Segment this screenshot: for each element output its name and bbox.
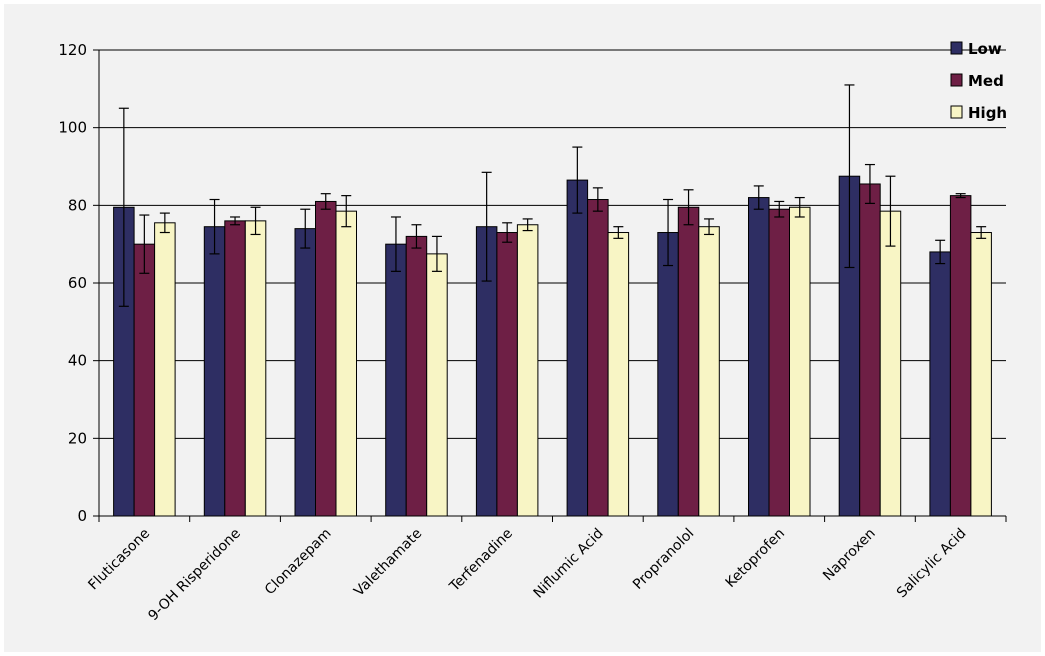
bar-med [315,200,337,517]
bar-med [224,220,246,517]
y-tick-label: 120 [58,41,87,59]
bar-high [698,226,720,517]
y-tick-label: 80 [68,196,87,214]
y-tick-label: 40 [68,352,87,370]
legend-label-high: High [968,104,1007,122]
bar-high [335,210,357,517]
x-category-label: Salicylic Acid [894,526,970,602]
legend-label-low: Low [968,40,1002,58]
x-category-label: Fluticasone [85,526,153,594]
bar-high [154,222,176,517]
bar-high [426,253,448,517]
bar-low [385,243,407,517]
bar-med [949,195,972,517]
bar-med [405,235,428,517]
legend-swatch-med [950,73,963,87]
bar-med [587,199,609,517]
x-category-label: Ketoprofen [723,526,788,591]
legend-swatch-high [950,105,963,119]
bar-high [244,220,267,517]
bar-low [566,179,589,517]
bar-med [677,206,700,517]
bar-med [133,243,156,517]
x-category-label: Terfenadine [446,526,516,596]
x-category-label: 9-OH Risperidone [145,526,244,625]
legend-label-med: Med [968,72,1004,90]
x-category-label: Niflumic Acid [531,526,607,602]
bar-high [516,224,539,517]
x-category-label: Valethamate [351,526,425,600]
y-tick-label: 20 [68,429,87,447]
bar-low [203,226,226,517]
bar-high [879,210,902,517]
bar-high [970,232,992,517]
x-category-label: Clonazepam [262,526,335,599]
x-category-label: Naproxen [820,526,879,585]
bar-low [929,251,951,517]
bar-high [607,232,630,517]
x-category-label: Propranolol [630,526,697,593]
bar-low [294,228,316,517]
y-tick-label: 60 [68,274,87,292]
bar-med [768,208,790,517]
bar-low [657,232,679,517]
legend-swatch-low [950,41,963,55]
bar-med [859,183,881,517]
y-tick-label: 0 [77,507,87,525]
bar-high [789,206,811,517]
bar-low [748,197,770,517]
y-tick-label: 100 [58,119,87,137]
bar-med [496,232,518,517]
